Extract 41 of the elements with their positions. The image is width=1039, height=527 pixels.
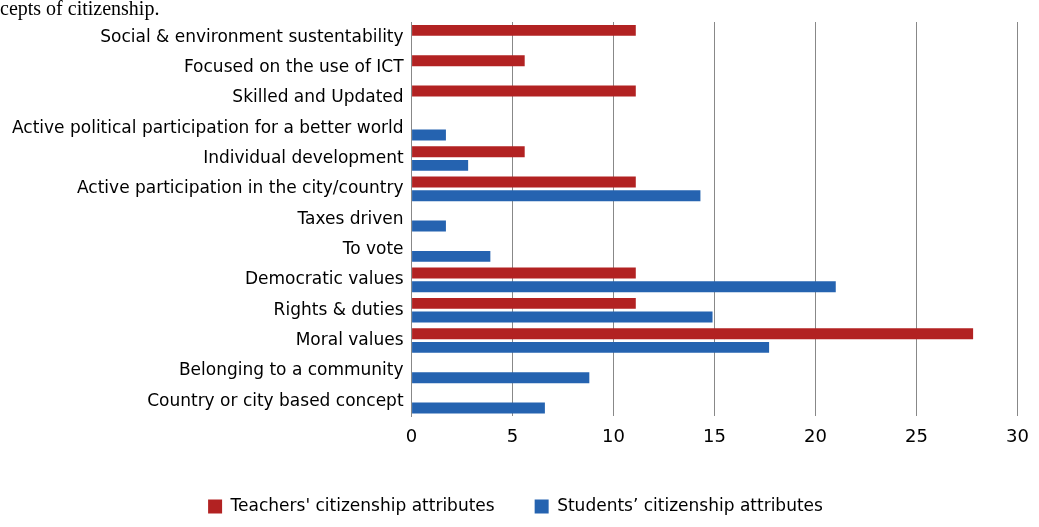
bar	[412, 146, 525, 158]
legend-label: Teachers' citizenship attributes	[229, 494, 495, 515]
bar	[412, 55, 525, 67]
y-tick-label: Country or city based concept	[147, 389, 404, 410]
bar	[412, 159, 469, 171]
y-tick-label: Social & environment sustentability	[100, 25, 404, 46]
bar	[412, 328, 974, 340]
y-tick-label: Taxes driven	[296, 207, 404, 228]
bar	[412, 341, 770, 353]
x-tick-label: 5	[506, 424, 519, 446]
y-tick-label: Individual development	[203, 146, 404, 167]
y-tick-label: To vote	[341, 237, 404, 258]
x-tick-label: 30	[1006, 424, 1029, 446]
bar	[412, 311, 713, 323]
bar	[412, 267, 636, 279]
bar	[412, 176, 636, 188]
bar	[412, 220, 446, 232]
y-tick-label: Moral values	[295, 328, 404, 349]
bar	[412, 190, 701, 202]
y-tick-label: Skilled and Updated	[232, 86, 404, 107]
text: cepts of citizenship.	[0, 0, 160, 21]
x-tick-label: 15	[703, 424, 727, 446]
x-tick-label: 25	[905, 424, 929, 446]
bar	[412, 297, 636, 309]
y-tick-label: Democratic values	[244, 268, 404, 289]
bar	[412, 372, 590, 384]
bar	[412, 281, 836, 293]
x-tick-label: 10	[602, 424, 626, 446]
x-tick-label: 20	[804, 424, 828, 446]
y-tick-label: Belonging to a community	[178, 359, 404, 380]
x-tick-label: 0	[405, 424, 418, 446]
y-tick-label: Rights & duties	[273, 298, 404, 319]
y-tick-label: Active political participation for a better world	[11, 116, 404, 137]
y-tick-label: Active participation in the city/country	[77, 177, 404, 198]
bar	[412, 24, 636, 36]
bar	[412, 85, 636, 97]
legend-label: Students’ citizenship attributes	[557, 494, 824, 515]
bar	[412, 250, 491, 262]
bar	[412, 129, 446, 141]
y-tick-label: Focused on the use of ICT	[183, 55, 405, 76]
bar	[412, 402, 545, 414]
